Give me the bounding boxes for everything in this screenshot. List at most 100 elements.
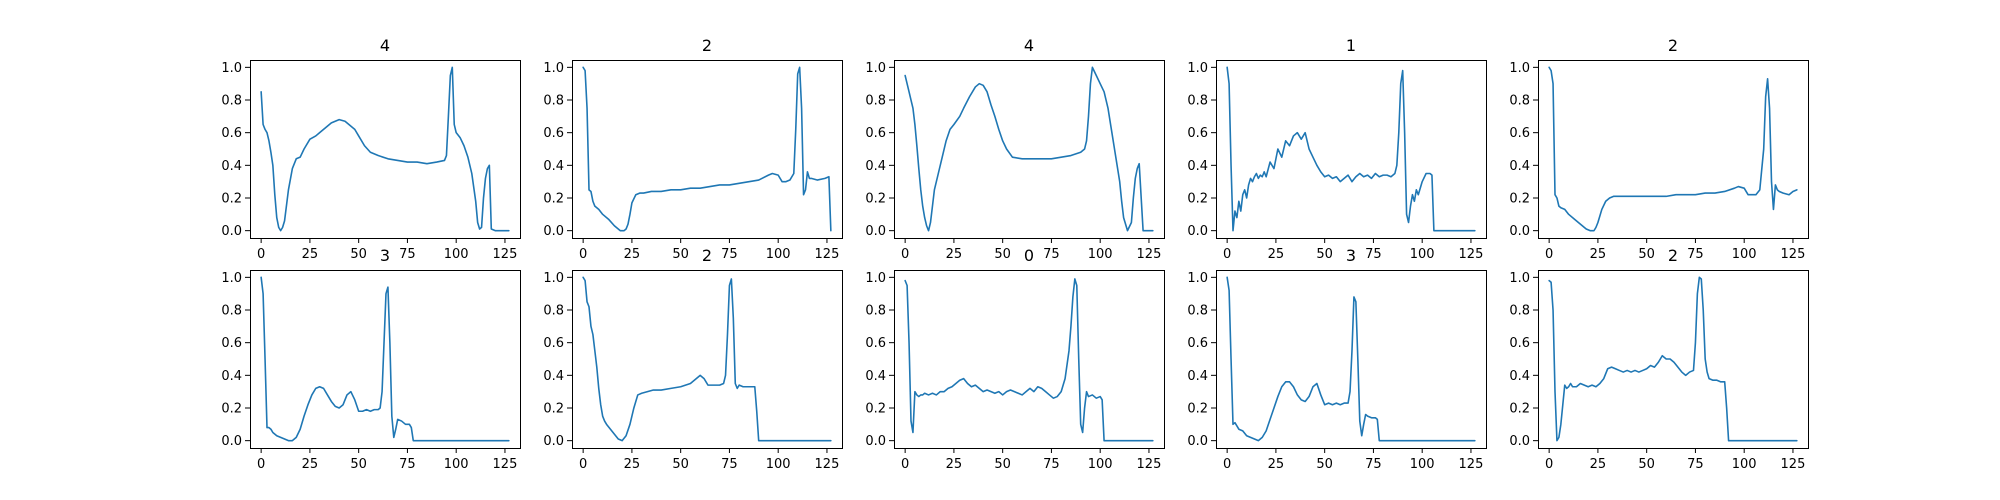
axes-frame [1216, 270, 1487, 449]
x-tick-label: 0 [1223, 457, 1231, 472]
x-tick-label: 50 [1316, 247, 1333, 262]
y-tick-label: 1.0 [543, 61, 564, 76]
y-tick-label: 0.2 [1187, 401, 1208, 416]
x-tick-label: 75 [1687, 457, 1704, 472]
y-tick-label: 0.0 [1187, 434, 1208, 449]
subplot-2: 2 0 25 50 75 100 125 0.0 0.2 0.4 0.6 0.8 1.0 [543, 36, 843, 262]
subplot-title: 2 [1668, 246, 1678, 265]
x-tick-label: 25 [624, 247, 641, 262]
y-tick-label: 0.2 [1509, 401, 1530, 416]
y-tick-label: 0.8 [543, 94, 564, 109]
axes-frame [572, 270, 843, 449]
axes-frame [572, 60, 843, 239]
x-tick-label: 75 [1043, 247, 1060, 262]
axes-frame [250, 270, 521, 449]
x-tick-label: 75 [1365, 247, 1382, 262]
subplot-title: 3 [1346, 246, 1356, 265]
y-tick-label: 0.6 [221, 336, 242, 351]
axes-frame [250, 60, 521, 239]
subplot-8: 0 0 25 50 75 100 125 0.0 0.2 0.4 0.6 0.8 1.0 [865, 246, 1165, 472]
axes-frame [1216, 60, 1487, 239]
y-tick-label: 0.4 [1187, 159, 1208, 174]
y-tick-label: 0.6 [1509, 126, 1530, 141]
y-tick-label: 1.0 [1509, 61, 1530, 76]
y-tick-label: 0.2 [221, 401, 242, 416]
x-tick-label: 125 [1137, 247, 1162, 262]
x-tick-label: 50 [994, 247, 1011, 262]
series-line [1548, 276, 1798, 442]
y-tick-label: 0.2 [543, 401, 564, 416]
subplot-3: 4 0 25 50 75 100 125 0.0 0.2 0.4 0.6 0.8 1.0 [865, 36, 1165, 262]
y-tick-label: 0.6 [1509, 336, 1530, 351]
subplot-9: 3 0 25 50 75 100 125 0.0 0.2 0.4 0.6 0.8 1.0 [1187, 246, 1487, 472]
subplot-6: 3 0 25 50 75 100 125 0.0 0.2 0.4 0.6 0.8 1.0 [221, 246, 521, 472]
subplot-title: 2 [702, 246, 712, 265]
y-tick-label: 0.4 [221, 369, 242, 384]
y-tick-label: 0.6 [865, 336, 886, 351]
subplot-7: 2 0 25 50 75 100 125 0.0 0.2 0.4 0.6 0.8 1.0 [543, 246, 843, 472]
axes-frame [1538, 270, 1809, 449]
y-tick-label: 0.8 [543, 304, 564, 319]
x-tick-label: 100 [766, 457, 791, 472]
x-tick-label: 125 [815, 457, 840, 472]
x-tick-label: 0 [257, 247, 265, 262]
y-tick-label: 0.8 [221, 94, 242, 109]
series-line [260, 66, 510, 232]
y-tick-label: 0.2 [1509, 191, 1530, 206]
y-tick-label: 1.0 [221, 271, 242, 286]
y-tick-label: 0.2 [221, 191, 242, 206]
y-tick-label: 0.8 [1187, 304, 1208, 319]
series-line [1226, 66, 1476, 232]
x-tick-label: 25 [1590, 457, 1607, 472]
y-tick-label: 0.0 [1187, 224, 1208, 239]
x-tick-label: 75 [721, 247, 738, 262]
x-tick-label: 125 [815, 247, 840, 262]
x-tick-label: 125 [1781, 247, 1806, 262]
x-tick-label: 25 [1590, 247, 1607, 262]
x-tick-label: 25 [302, 457, 319, 472]
x-tick-label: 50 [672, 247, 689, 262]
y-tick-label: 0.8 [865, 304, 886, 319]
x-tick-label: 0 [579, 457, 587, 472]
series-line [260, 276, 510, 442]
x-tick-label: 100 [1410, 457, 1435, 472]
x-tick-label: 0 [901, 247, 909, 262]
y-tick-label: 1.0 [865, 271, 886, 286]
x-tick-label: 50 [1638, 457, 1655, 472]
x-tick-label: 100 [766, 247, 791, 262]
x-tick-label: 75 [1365, 457, 1382, 472]
y-tick-label: 0.6 [1187, 336, 1208, 351]
y-tick-label: 0.0 [543, 434, 564, 449]
x-tick-label: 25 [1268, 457, 1285, 472]
series-line [904, 278, 1154, 442]
series-line [1226, 276, 1476, 442]
y-tick-label: 0.2 [1187, 191, 1208, 206]
x-tick-label: 0 [901, 457, 909, 472]
axes-frame [894, 270, 1165, 449]
x-tick-label: 100 [1088, 457, 1113, 472]
y-tick-label: 0.4 [543, 369, 564, 384]
x-tick-label: 0 [1545, 457, 1553, 472]
x-tick-label: 25 [946, 247, 963, 262]
x-tick-label: 50 [350, 247, 367, 262]
x-tick-label: 50 [1316, 457, 1333, 472]
x-tick-label: 50 [350, 457, 367, 472]
x-tick-label: 100 [1732, 457, 1757, 472]
x-tick-label: 75 [1687, 247, 1704, 262]
y-tick-label: 1.0 [1187, 61, 1208, 76]
x-tick-label: 0 [1545, 247, 1553, 262]
x-tick-label: 25 [1268, 247, 1285, 262]
y-tick-label: 0.8 [865, 94, 886, 109]
subplot-title: 1 [1346, 36, 1356, 55]
series-line [904, 66, 1154, 232]
y-tick-label: 0.0 [1509, 434, 1530, 449]
y-tick-label: 0.0 [865, 434, 886, 449]
subplot-title: 3 [380, 246, 390, 265]
x-tick-label: 25 [302, 247, 319, 262]
series-line [582, 66, 832, 232]
subplot-title: 0 [1024, 246, 1034, 265]
y-tick-label: 0.6 [543, 336, 564, 351]
y-tick-label: 0.2 [543, 191, 564, 206]
y-tick-label: 0.4 [865, 369, 886, 384]
y-tick-label: 1.0 [865, 61, 886, 76]
